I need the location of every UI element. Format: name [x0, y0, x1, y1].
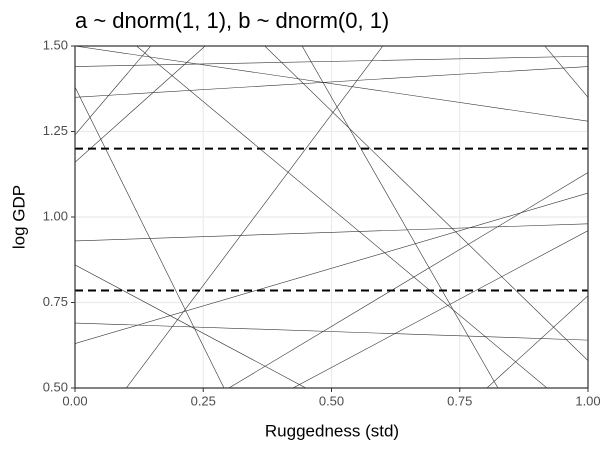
line	[75, 223, 588, 242]
x-tick-label: 1.00	[575, 393, 600, 408]
line	[292, 230, 588, 388]
x-axis-label: Ruggedness (std)	[265, 421, 399, 440]
plot-lines	[75, 46, 588, 388]
panel-border	[74, 45, 589, 389]
chart-title: a ~ dnorm(1, 1), b ~ dnorm(0, 1)	[75, 8, 389, 33]
y-tick-label: 1.25	[43, 123, 68, 138]
y-axis-label: log GDP	[9, 185, 28, 249]
x-tick-label: 0.00	[62, 393, 87, 408]
line	[301, 46, 499, 388]
line	[486, 295, 588, 388]
line	[136, 46, 548, 388]
y-tick-label: 0.75	[43, 294, 68, 309]
line	[75, 264, 307, 388]
line	[75, 46, 206, 163]
x-tick-label: 0.25	[191, 393, 216, 408]
line	[125, 46, 384, 388]
line	[75, 55, 588, 67]
line	[75, 66, 588, 98]
line	[264, 46, 588, 361]
line	[75, 192, 588, 344]
y-tick-label: 0.50	[43, 379, 68, 394]
y-tick-label: 1.50	[43, 37, 68, 52]
line	[228, 172, 588, 388]
x-tick-label: 0.50	[319, 393, 344, 408]
line	[75, 322, 588, 341]
line	[75, 86, 225, 388]
x-tick-label: 0.75	[447, 393, 472, 408]
line	[75, 46, 588, 122]
y-tick-label: 1.00	[43, 208, 68, 223]
